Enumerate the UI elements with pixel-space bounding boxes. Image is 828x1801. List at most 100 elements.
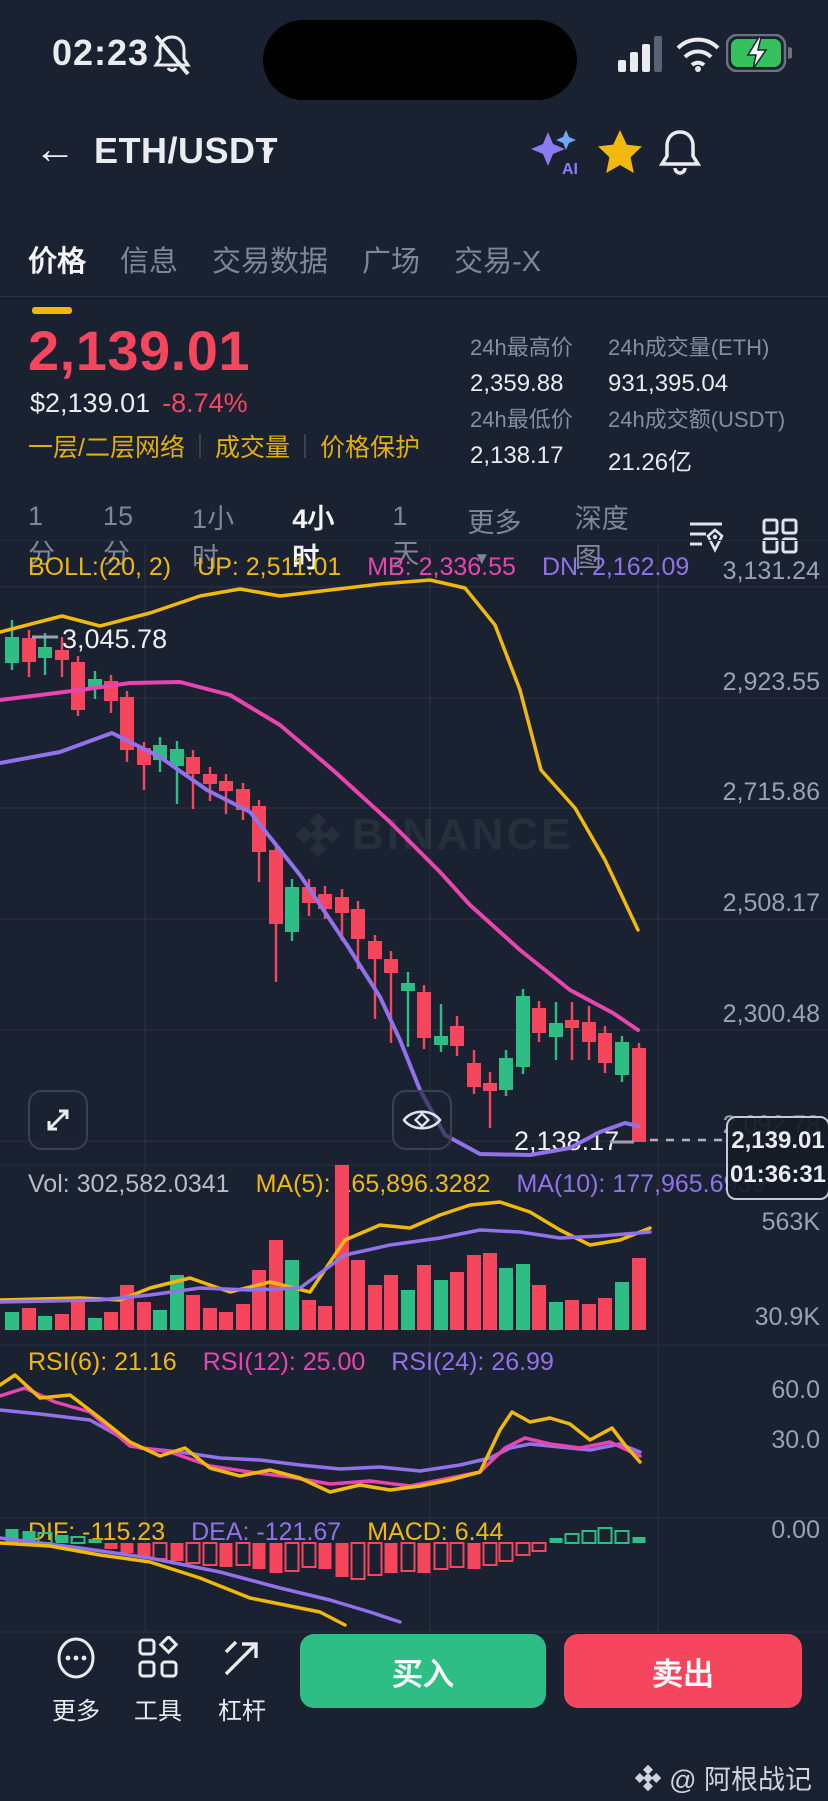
tools-icon (138, 1634, 179, 1678)
rsi-axis-label: 30.0 (771, 1426, 820, 1454)
user-watermark-text: @ 阿根战记 (669, 1765, 812, 1795)
stat-label: 24h成交额(USDT) (608, 407, 786, 432)
rsi-axis-label: 60.0 (771, 1376, 820, 1404)
timeframe-1天[interactable]: 1天 (392, 501, 420, 569)
camera-notch (263, 20, 577, 100)
stat-value: 2,138.17 (470, 442, 564, 469)
tab-广场[interactable]: 广场 (362, 246, 421, 278)
tag-countdown: 01:36:31 (729, 1161, 827, 1188)
more-label: 更多 (52, 1698, 100, 1725)
vol-value: Vol: 302,582.0341 (28, 1170, 230, 1198)
token-tag[interactable]: 一层/二层网络 (28, 434, 185, 462)
tag-separator (198, 434, 201, 458)
token-tags: 一层/二层网络 成交量 价格保护 (28, 428, 420, 464)
buy-button[interactable]: 买入 (300, 1634, 546, 1708)
divider (0, 540, 828, 541)
timeframe-4小时[interactable]: 4小时 (292, 504, 335, 573)
macd-axis-label: 0.00 (771, 1516, 820, 1544)
timeframe-1分[interactable]: 1分 (28, 501, 55, 569)
pair-title[interactable]: ETH/USDT (94, 130, 278, 171)
tools-button[interactable]: 工具 (128, 1634, 188, 1726)
price-axis-label: 3,131.24 (722, 557, 820, 585)
volume-axis-label: 30.9K (754, 1303, 820, 1331)
price-axis-label: 2,715.86 (722, 778, 820, 806)
timeframe-bar: 1分 15分 1小时 4小时 1天 更多▼ 深度图 (28, 497, 800, 575)
fiat-price: $2,139.01 -8.74% (30, 388, 248, 419)
sell-button[interactable]: 卖出 (564, 1634, 802, 1708)
tab-交易数据[interactable]: 交易数据 (212, 246, 329, 278)
price-axis-label: 2,508.17 (722, 889, 820, 917)
stat-24h-high: 24h最高价 2,359.88 (470, 330, 573, 398)
stat-24h-quote-volume: 24h成交额(USDT) 21.26亿 (608, 402, 785, 477)
notification-bell-icon[interactable] (658, 128, 702, 176)
stat-label: 24h成交量(ETH) (608, 335, 770, 360)
timeframe-15分[interactable]: 15分 (103, 501, 134, 569)
macd-dif: DIF: -115.23 (28, 1518, 166, 1546)
token-tag[interactable]: 成交量 (214, 434, 290, 462)
macd-header[interactable]: DIF: -115.23 DEA: -121.67 MACD: 6.44 (28, 1518, 503, 1547)
boll-dn: DN: 2,162.09 (541, 553, 690, 581)
token-tag[interactable]: 价格保护 (319, 434, 420, 462)
favorite-star-icon[interactable] (596, 128, 644, 176)
leverage-icon (224, 1640, 258, 1676)
indicator-settings-icon[interactable] (686, 516, 726, 556)
pair-dropdown-caret-icon[interactable]: ▼ (258, 142, 278, 164)
visibility-button[interactable] (392, 1090, 452, 1150)
vol-ma10: MA(10): 177,965.6939 (516, 1170, 766, 1198)
rsi24-value: RSI(24): 26.99 (391, 1348, 554, 1376)
tag-separator (303, 434, 306, 458)
expand-icon (47, 1109, 69, 1131)
user-watermark: @ 阿根战记 (635, 1758, 812, 1797)
status-time: 02:23 (52, 32, 150, 73)
stat-value: 21.26亿 (608, 449, 693, 476)
layout-grid-icon[interactable] (760, 516, 800, 556)
last-price: 2,139.01 (28, 319, 250, 382)
vol-ma5: MA(5): 165,896.3282 (255, 1170, 491, 1198)
notifications-off-icon (153, 34, 191, 76)
depth-chart-button[interactable]: 深度图 (574, 504, 629, 573)
stat-label: 24h最高价 (470, 335, 573, 360)
svg-text:AI: AI (562, 161, 578, 178)
stat-value: 2,359.88 (470, 370, 564, 397)
change-percent: -8.74% (162, 388, 248, 418)
volume-header[interactable]: Vol: 302,582.0341 MA(5): 165,896.3282 MA… (28, 1170, 765, 1199)
eye-icon (402, 1110, 442, 1130)
boll-up: UP: 2,511.01 (197, 553, 342, 581)
fiat-value: $2,139.01 (30, 388, 151, 418)
stat-value: 931,395.04 (608, 370, 729, 397)
current-price-tag: 2,139.01 01:36:31 (726, 1116, 828, 1200)
more-ellipsis-icon (57, 1637, 95, 1679)
timeframe-1小时[interactable]: 1小时 (192, 504, 235, 573)
boll-header[interactable]: BOLL:(20, 2) UP: 2,511.01 MB: 2,336.55 D… (28, 553, 689, 582)
rsi6-value: RSI(6): 21.16 (28, 1348, 177, 1376)
price-axis-label: 2,300.48 (722, 1000, 820, 1028)
more-button[interactable]: 更多 (46, 1636, 106, 1726)
tab-信息[interactable]: 信息 (120, 246, 179, 278)
leverage-button[interactable]: 杠杆 (212, 1636, 272, 1726)
stat-24h-volume: 24h成交量(ETH) 931,395.04 (608, 330, 769, 398)
signal-icon (618, 36, 662, 72)
ai-assistant-icon[interactable]: AI (528, 128, 580, 180)
battery-charging-icon (726, 34, 792, 72)
high-annotation: 3,045.78 (62, 624, 168, 654)
tab-价格[interactable]: 价格 (28, 238, 86, 314)
divider (0, 296, 828, 297)
tag-price: 2,139.01 (731, 1127, 825, 1154)
binance-diamond-icon (635, 1764, 662, 1791)
tab-交易-X[interactable]: 交易-X (454, 246, 542, 278)
tools-label: 工具 (134, 1698, 182, 1725)
boll-mb: MB: 2,336.55 (367, 553, 516, 581)
binance-watermark-text: BINANCE (352, 810, 574, 859)
stat-label: 24h最低价 (470, 407, 573, 432)
price-axis-label: 2,923.55 (722, 668, 820, 696)
back-arrow-icon[interactable]: ← (34, 125, 76, 172)
rsi-header[interactable]: RSI(6): 21.16 RSI(12): 25.00 RSI(24): 26… (28, 1348, 554, 1377)
binance-logo-icon (296, 813, 340, 857)
low-annotation: 2,138.17 (514, 1126, 620, 1156)
tab-bar: 价格 信息 交易数据 广场 交易-X (28, 238, 542, 314)
wifi-icon (676, 37, 720, 72)
volume-axis-label: 563K (761, 1208, 820, 1236)
timeframe-more[interactable]: 更多▼ (467, 508, 522, 568)
fullscreen-button[interactable] (28, 1090, 88, 1150)
macd-dea: DEA: -121.67 (191, 1518, 342, 1546)
